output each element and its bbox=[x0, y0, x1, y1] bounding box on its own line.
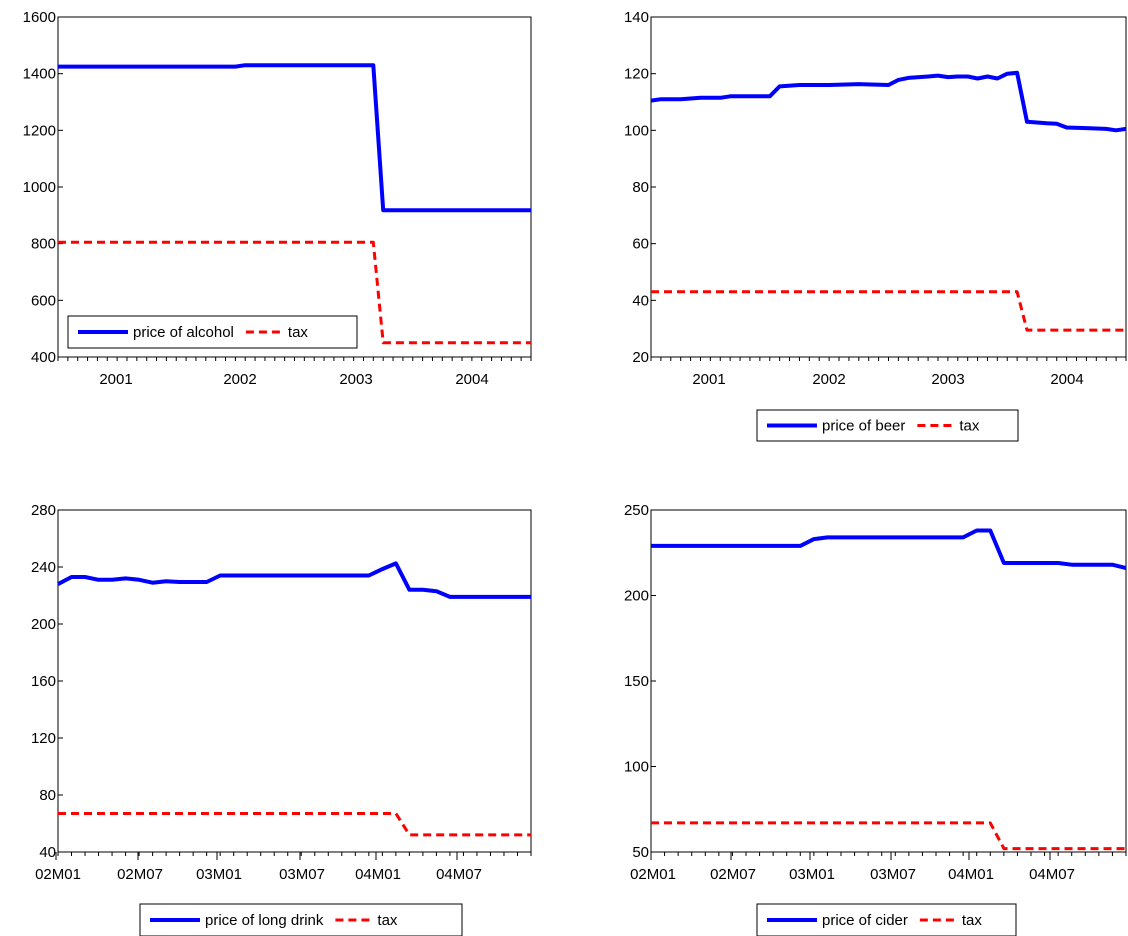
chart-panel-1: 400 600 800 1000 1200 1400 1600 2001 2002 2003 200… bbox=[23, 9, 531, 388]
y-tick-label: 40 bbox=[39, 844, 56, 861]
y-tick-label: 200 bbox=[624, 588, 649, 605]
price-series-line bbox=[58, 563, 531, 597]
price-series-line bbox=[651, 73, 1126, 131]
legend-price-label: price of beer bbox=[822, 418, 905, 435]
legend-tax-label: tax bbox=[288, 324, 309, 341]
y-tick-label: 150 bbox=[624, 673, 649, 690]
x-tick-label: 02M07 bbox=[117, 866, 163, 883]
x-tick-label: 02M01 bbox=[630, 866, 676, 883]
x-tick-label: 2004 bbox=[1050, 371, 1083, 388]
x-tick-label: 04M07 bbox=[436, 866, 482, 883]
x-tick-label: 2001 bbox=[99, 371, 132, 388]
y-tick-label: 250 bbox=[624, 502, 649, 519]
x-tick-label: 03M01 bbox=[789, 866, 835, 883]
x-tick-label: 2004 bbox=[455, 371, 488, 388]
y-tick-label: 120 bbox=[31, 730, 56, 747]
x-tick-label: 2002 bbox=[812, 371, 845, 388]
y-tick-label: 240 bbox=[31, 559, 56, 576]
y-tick-label: 600 bbox=[31, 292, 56, 309]
y-tick-label: 120 bbox=[624, 66, 649, 83]
chart-panel-3: 40 80 120 160 200 240 280 02M01 02M07 03M01 03M07 0… bbox=[31, 502, 531, 936]
legend-price-label: price of cider bbox=[822, 912, 908, 929]
x-tick-label: 02M07 bbox=[710, 866, 756, 883]
chart-panel-4: 50 100 150 200 250 02M01 02M07 03M01 03M07 04M01 0… bbox=[624, 502, 1126, 936]
plot-frame bbox=[58, 510, 531, 852]
x-tick-label: 04M01 bbox=[355, 866, 401, 883]
x-tick-label: 03M07 bbox=[870, 866, 916, 883]
legend-tax-label: tax bbox=[959, 418, 980, 435]
price-series-line bbox=[651, 531, 1126, 569]
y-tick-label: 800 bbox=[31, 236, 56, 253]
x-tick-label: 2002 bbox=[223, 371, 256, 388]
y-tick-label: 80 bbox=[39, 787, 56, 804]
x-tick-label: 03M01 bbox=[196, 866, 242, 883]
legend-tax-label: tax bbox=[962, 912, 983, 929]
y-tick-label: 1200 bbox=[23, 122, 56, 139]
tax-series-line bbox=[58, 814, 531, 835]
y-tick-label: 280 bbox=[31, 502, 56, 519]
y-tick-label: 1600 bbox=[23, 9, 56, 26]
x-tick-label: 2003 bbox=[931, 371, 964, 388]
chart-panel-2: 20 40 60 80 100 120 140 2001 2002 2003 2004 price o… bbox=[624, 9, 1126, 441]
legend-price-label: price of long drink bbox=[205, 912, 324, 929]
y-tick-label: 40 bbox=[632, 292, 649, 309]
legend-tax-label: tax bbox=[377, 912, 398, 929]
y-tick-label: 60 bbox=[632, 236, 649, 253]
tax-series-line bbox=[651, 292, 1126, 330]
x-tick-label: 03M07 bbox=[279, 866, 325, 883]
legend-price-label: price of alcohol bbox=[133, 324, 234, 341]
y-tick-label: 140 bbox=[624, 9, 649, 26]
y-tick-label: 160 bbox=[31, 673, 56, 690]
plot-frame bbox=[651, 17, 1126, 357]
y-tick-label: 100 bbox=[624, 122, 649, 139]
x-tick-label: 04M07 bbox=[1029, 866, 1075, 883]
y-tick-label: 1400 bbox=[23, 66, 56, 83]
y-tick-label: 100 bbox=[624, 759, 649, 776]
y-tick-label: 1000 bbox=[23, 179, 56, 196]
y-tick-label: 50 bbox=[632, 844, 649, 861]
y-tick-label: 80 bbox=[632, 179, 649, 196]
x-tick-label: 2001 bbox=[692, 371, 725, 388]
y-tick-label: 20 bbox=[632, 349, 649, 366]
x-tick-label: 02M01 bbox=[35, 866, 81, 883]
y-tick-label: 200 bbox=[31, 616, 56, 633]
x-tick-label: 04M01 bbox=[948, 866, 994, 883]
y-tick-label: 400 bbox=[31, 349, 56, 366]
tax-series-line bbox=[651, 823, 1126, 849]
price-series-line bbox=[58, 65, 531, 210]
x-tick-label: 2003 bbox=[339, 371, 372, 388]
